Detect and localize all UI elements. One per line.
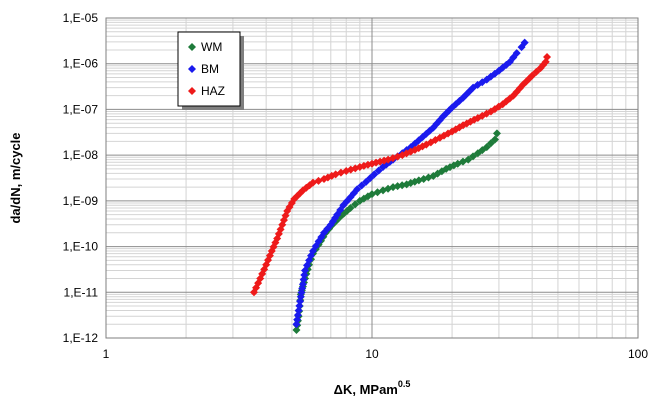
data-point xyxy=(512,49,521,58)
data-point xyxy=(492,129,501,138)
plot-border xyxy=(105,17,639,339)
x-tick-label: 10 xyxy=(365,347,379,361)
x-axis-title-superscript: 0.5 xyxy=(398,379,411,389)
legend-items: WM BM HAZ xyxy=(188,40,225,98)
data-series xyxy=(249,38,552,334)
y-tick-label: 1,E-05 xyxy=(63,11,99,25)
data-point xyxy=(374,166,383,175)
data-point xyxy=(490,135,499,144)
data-point xyxy=(346,203,355,212)
legend-marker-bm xyxy=(188,65,196,73)
series-haz xyxy=(249,53,552,297)
data-point xyxy=(543,53,552,62)
y-tick-label: 1,E-12 xyxy=(63,331,99,345)
legend-label-bm: BM xyxy=(201,62,219,76)
data-point xyxy=(498,63,507,72)
y-tick-label: 1,E-10 xyxy=(63,240,99,254)
x-axis-title-main: ΔK, MPam xyxy=(334,382,398,397)
x-tick-label: 100 xyxy=(628,347,648,361)
plot-area xyxy=(105,17,639,339)
series-bm xyxy=(292,38,529,329)
legend: WM BM HAZ xyxy=(177,31,244,110)
data-point xyxy=(353,185,362,194)
y-axis-ticks: 1,E-12 1,E-11 1,E-10 1,E-09 1,E-08 1,E-07 1,E-… xyxy=(63,11,99,345)
legend-marker-haz xyxy=(188,87,196,95)
legend-label-haz: HAZ xyxy=(201,84,225,98)
x-axis-ticks: 1 10 100 xyxy=(103,347,649,361)
legend-marker-wm xyxy=(188,43,196,51)
legend-label-wm: WM xyxy=(201,40,222,54)
y-tick-label: 1,E-07 xyxy=(63,102,99,116)
data-point xyxy=(357,181,366,190)
y-tick-label: 1,E-11 xyxy=(64,285,99,299)
y-tick-label: 1,E-06 xyxy=(63,57,99,71)
data-point xyxy=(370,170,379,179)
x-tick-label: 1 xyxy=(103,347,110,361)
x-axis-title: ΔK, MPam0.5 xyxy=(334,379,411,397)
data-point xyxy=(520,38,529,47)
y-tick-label: 1,E-08 xyxy=(63,148,99,162)
y-tick-label: 1,E-09 xyxy=(63,194,99,208)
y-axis-title: da/dN, m/cycle xyxy=(8,132,23,223)
data-point xyxy=(351,200,360,209)
